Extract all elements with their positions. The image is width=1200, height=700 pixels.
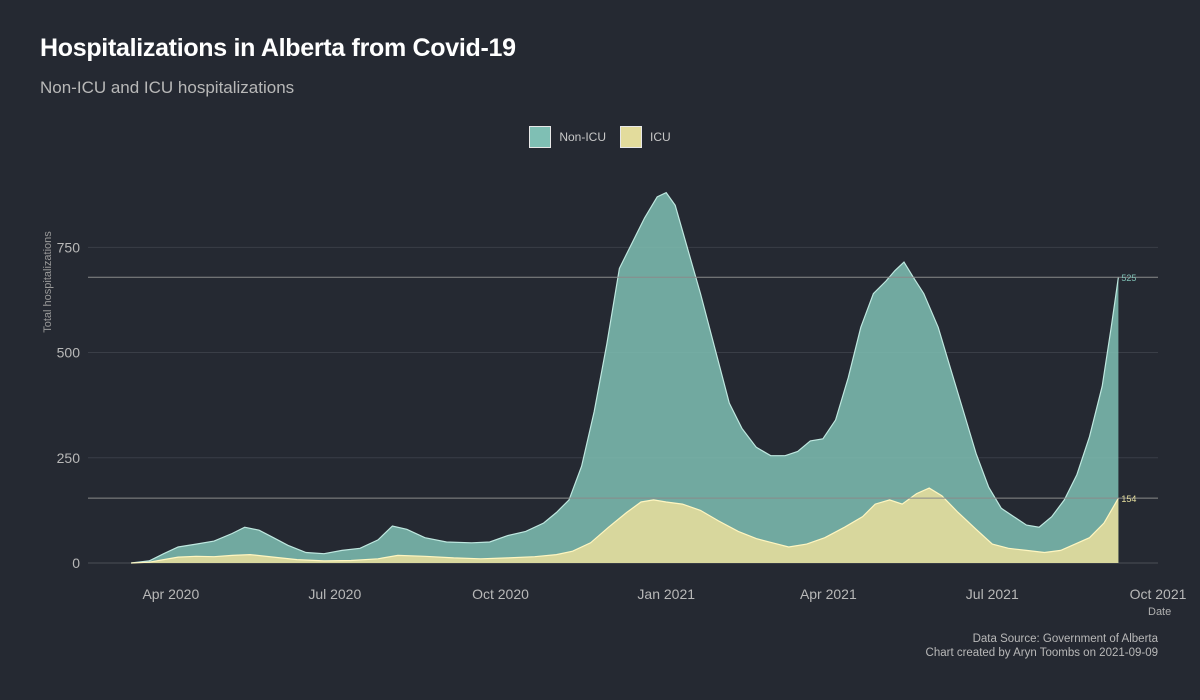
y-tick-label: 500 [57,345,81,361]
x-tick-label: Jan 2021 [637,586,695,602]
area-non-icu [131,192,1119,563]
chart-subtitle: Non-ICU and ICU hospitalizations [40,78,295,97]
x-tick-label: Apr 2020 [142,586,199,602]
legend-item-non-icu: Non-ICU [529,126,606,148]
legend-swatch-non-icu [529,126,552,148]
chart-caption: Data Source: Government of Alberta Chart… [926,632,1158,660]
caption-source: Data Source: Government of Alberta [972,633,1158,645]
x-tick-label: Apr 2021 [800,586,857,602]
y-tick-label: 250 [57,450,81,466]
chart-legend: Non-ICU ICU [0,126,1200,148]
legend-item-icu: ICU [620,126,671,148]
legend-label-non-icu: Non-ICU [559,130,606,144]
y-tick-label: 0 [72,555,80,571]
value-label-icu: 154 [1121,494,1136,504]
y-axis-label: Total hospitalizations [42,231,54,333]
x-axis-label: Date [1148,606,1172,618]
x-tick-label: Oct 2020 [472,586,529,602]
legend-label-icu: ICU [650,130,671,144]
legend-swatch-icu [620,126,642,148]
y-tick-label: 750 [57,239,81,255]
area-icu [131,488,1119,563]
chart-title: Hospitalizations in Alberta from Covid-1… [40,34,516,62]
caption-credit: Chart created by Aryn Toombs on 2021-09-… [925,647,1158,659]
x-tick-label: Jul 2020 [308,586,361,602]
line-icu [131,487,1119,564]
x-tick-label: Jul 2021 [966,586,1019,602]
line-non-icu [131,191,1119,564]
x-tick-label: Oct 2021 [1130,586,1187,602]
value-label-non-icu: 525 [1121,273,1136,283]
